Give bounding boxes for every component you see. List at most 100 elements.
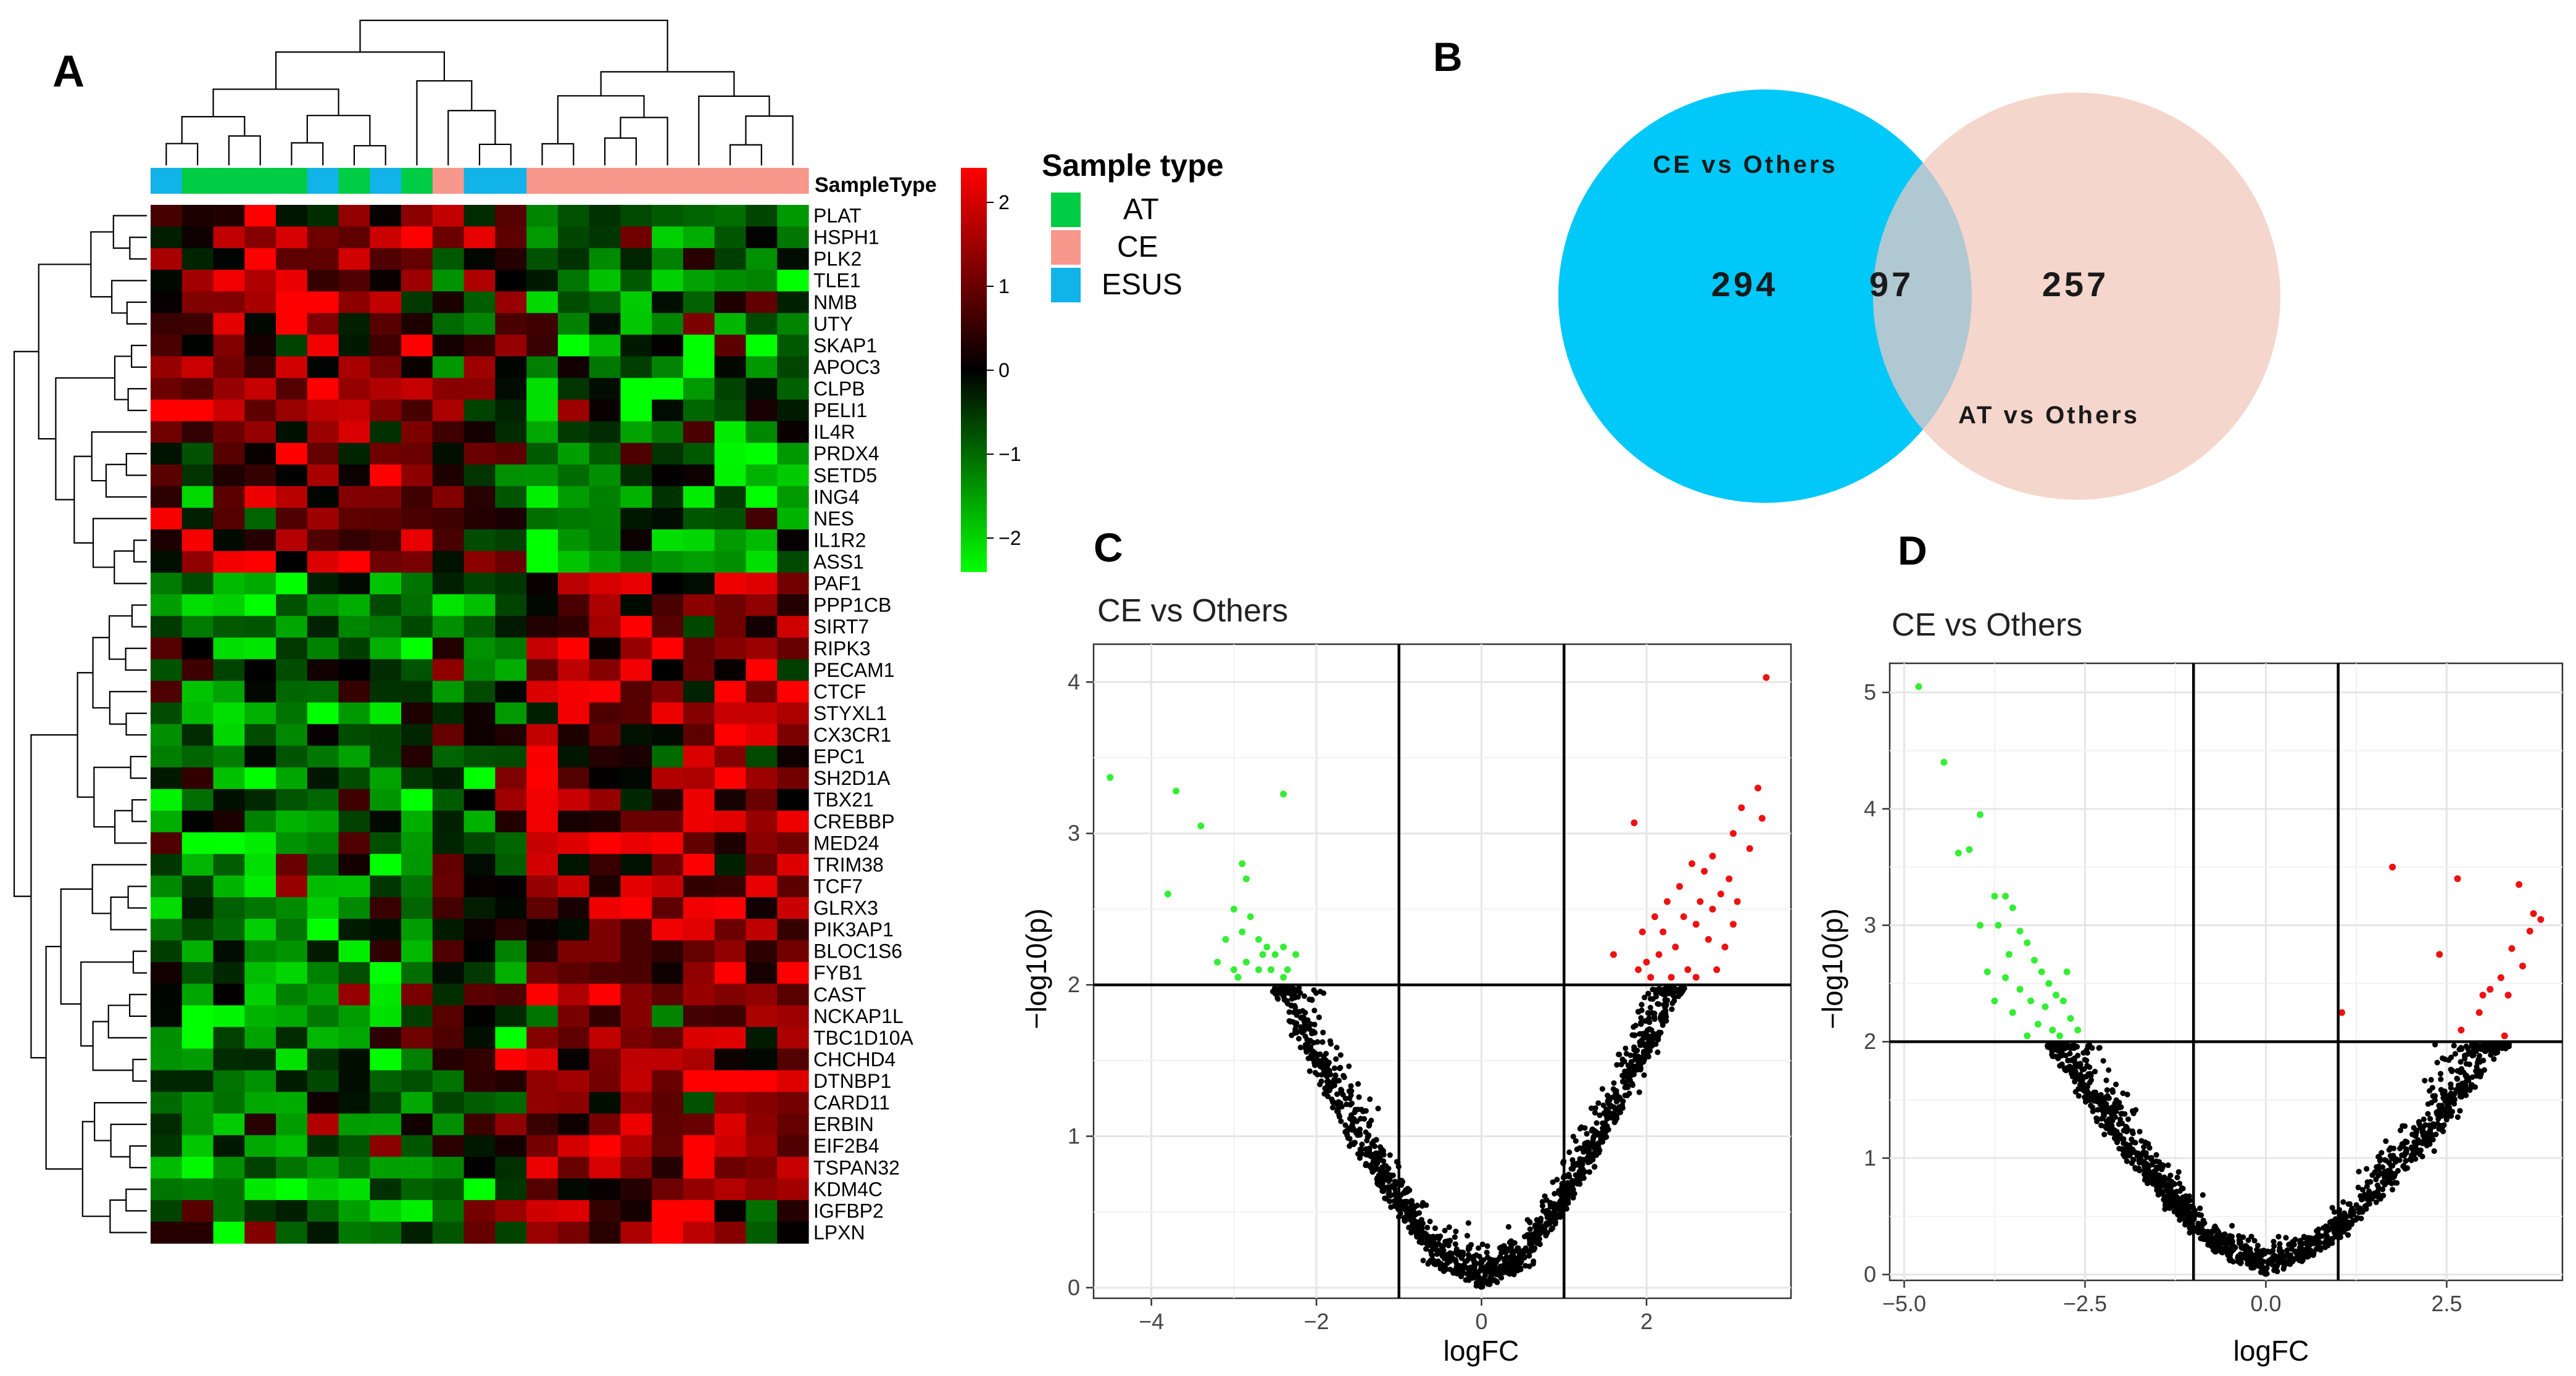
gene-label: TLE1 bbox=[813, 270, 860, 292]
heatmap-cell bbox=[652, 1092, 684, 1114]
ns-point bbox=[1604, 1123, 1610, 1129]
dendrogram-branch bbox=[125, 647, 147, 671]
heatmap-cell bbox=[714, 399, 747, 422]
heatmap-cell bbox=[495, 205, 527, 227]
heatmap-cell bbox=[151, 551, 183, 573]
annotation-cell bbox=[244, 168, 276, 194]
heatmap-cell bbox=[401, 442, 433, 465]
ns-point bbox=[1415, 1219, 1421, 1225]
heatmap-cell bbox=[151, 356, 183, 379]
venn-count-overlap: 97 bbox=[1869, 265, 1914, 304]
heatmap-cell bbox=[432, 442, 465, 465]
ns-point bbox=[1611, 1095, 1618, 1101]
ns-point bbox=[1575, 1172, 1581, 1178]
heatmap-cell bbox=[495, 637, 527, 660]
heatmap-cell bbox=[151, 1200, 183, 1222]
heatmap-cell bbox=[777, 789, 809, 811]
heatmap-cell bbox=[495, 1113, 527, 1136]
heatmap-cell bbox=[213, 442, 245, 465]
dendrogram-branch bbox=[131, 604, 147, 628]
heatmap-cell bbox=[307, 1135, 339, 1158]
ns-point bbox=[1376, 1167, 1382, 1173]
heatmap-cell bbox=[714, 616, 747, 638]
heatmap-cell bbox=[181, 962, 214, 984]
heatmap-cell bbox=[181, 767, 214, 790]
heatmap-cell bbox=[432, 940, 465, 963]
heatmap-cell bbox=[307, 1200, 339, 1222]
ns-point bbox=[1296, 1035, 1302, 1042]
heatmap-cell bbox=[307, 767, 339, 790]
ns-point bbox=[1455, 1265, 1461, 1271]
heatmap-cell bbox=[746, 1048, 778, 1071]
heatmap-cell bbox=[683, 486, 715, 508]
ns-point bbox=[1411, 1209, 1418, 1216]
heatmap-cell bbox=[401, 573, 433, 595]
ns-point bbox=[1289, 1032, 1295, 1038]
heatmap-cell bbox=[181, 1113, 214, 1136]
heatmap-cell bbox=[463, 875, 496, 898]
ns-point bbox=[1297, 1045, 1303, 1051]
up-point bbox=[1635, 966, 1642, 974]
dendrogram-branch bbox=[129, 236, 147, 260]
dendrogram-branch bbox=[131, 344, 147, 368]
heatmap-cell bbox=[151, 637, 183, 660]
heatmap-cell bbox=[746, 1005, 778, 1027]
heatmap-cell bbox=[401, 940, 433, 963]
heatmap-cell bbox=[244, 637, 276, 660]
heatmap-cell bbox=[370, 1178, 402, 1201]
heatmap-cell bbox=[276, 724, 308, 747]
up-point bbox=[1663, 898, 1671, 905]
heatmap-cell bbox=[557, 897, 590, 919]
dendrogram-branch bbox=[92, 518, 147, 568]
heatmap-cell bbox=[463, 702, 496, 725]
heatmap-cell bbox=[307, 313, 339, 335]
heatmap-cell bbox=[401, 356, 433, 379]
ns-point bbox=[1371, 1138, 1377, 1144]
heatmap-cell bbox=[401, 1027, 433, 1050]
heatmap-cell bbox=[244, 1070, 276, 1093]
heatmap-cell bbox=[746, 1156, 778, 1179]
annotation-cell bbox=[463, 168, 496, 194]
y-tick-label: 3 bbox=[1068, 821, 1080, 846]
heatmap-cell bbox=[777, 1092, 809, 1114]
ns-point bbox=[1423, 1246, 1429, 1252]
heatmap-cell bbox=[557, 270, 590, 292]
heatmap-cell bbox=[495, 507, 527, 530]
dendrogram-branch bbox=[228, 135, 261, 165]
heatmap-cell bbox=[244, 1027, 276, 1050]
ns-point bbox=[1631, 1024, 1637, 1030]
heatmap-cell bbox=[589, 529, 621, 552]
heatmap-cell bbox=[652, 270, 684, 292]
heatmap-cell bbox=[370, 226, 402, 249]
dendrogram-branch bbox=[212, 88, 339, 117]
heatmap-cell bbox=[244, 962, 276, 984]
heatmap-cell bbox=[307, 962, 339, 984]
heatmap-cell bbox=[714, 356, 747, 379]
ns-point bbox=[1645, 1010, 1651, 1016]
heatmap-cell bbox=[746, 270, 778, 292]
heatmap-cell bbox=[620, 616, 652, 638]
ns-point bbox=[1592, 1145, 1598, 1151]
heatmap-cell bbox=[495, 1027, 527, 1050]
heatmap-cell bbox=[276, 1135, 308, 1158]
down-point bbox=[1164, 890, 1171, 898]
ns-point bbox=[1355, 1081, 1361, 1087]
ns-point bbox=[1613, 1112, 1619, 1118]
heatmap-cell bbox=[244, 270, 276, 292]
dendrogram-branch bbox=[359, 19, 668, 72]
heatmap-cell bbox=[338, 270, 370, 292]
heatmap-cell bbox=[338, 875, 370, 898]
heatmap-cell bbox=[652, 378, 684, 400]
legend-swatch-at bbox=[1051, 193, 1081, 227]
heatmap-cell bbox=[777, 1156, 809, 1179]
ns-point bbox=[1566, 1149, 1573, 1155]
ns-point bbox=[1302, 993, 1308, 999]
ns-point bbox=[1305, 1040, 1311, 1046]
up-point bbox=[1701, 868, 1708, 875]
heatmap-cell bbox=[714, 573, 747, 595]
venn-label-at: AT vs Others bbox=[1958, 402, 2140, 429]
up-point bbox=[1647, 974, 1655, 981]
heatmap-cell bbox=[432, 1048, 465, 1071]
gene-label: SKAP1 bbox=[813, 334, 877, 357]
heatmap-cell bbox=[151, 486, 183, 508]
